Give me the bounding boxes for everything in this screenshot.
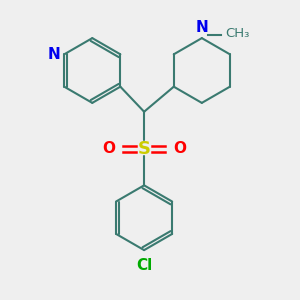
Text: S: S	[138, 140, 151, 158]
Text: N: N	[48, 47, 61, 62]
Text: CH₃: CH₃	[225, 28, 250, 40]
Text: O: O	[102, 141, 115, 156]
Text: O: O	[173, 141, 186, 156]
Text: N: N	[195, 20, 208, 35]
Text: Cl: Cl	[136, 258, 152, 273]
